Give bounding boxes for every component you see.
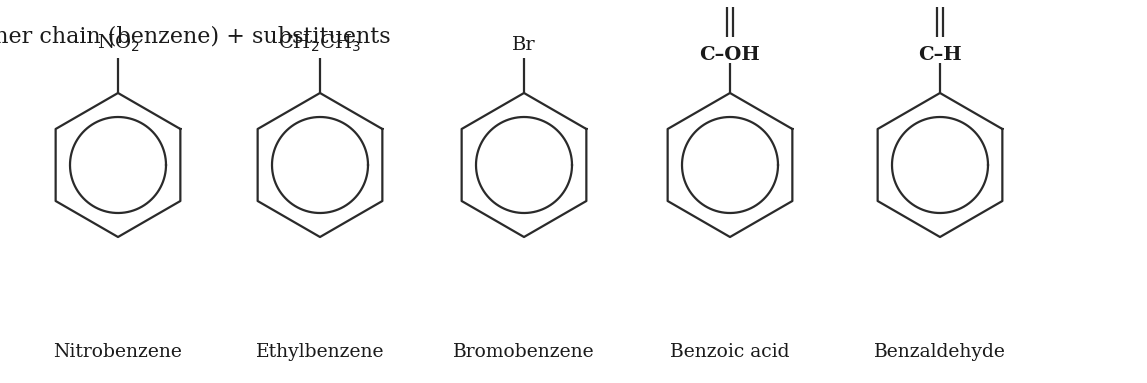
Text: Benzaldehyde: Benzaldehyde (874, 343, 1006, 361)
Text: C–H: C–H (919, 46, 962, 64)
Text: C–OH: C–OH (700, 46, 760, 64)
Text: Br: Br (513, 36, 536, 54)
Text: Mother chain (benzene) + substituents: Mother chain (benzene) + substituents (0, 25, 391, 47)
Text: Nitrobenzene: Nitrobenzene (54, 343, 182, 361)
Text: Benzoic acid: Benzoic acid (670, 343, 790, 361)
Text: O: O (931, 0, 949, 3)
Text: O: O (721, 0, 739, 3)
Text: Ethylbenzene: Ethylbenzene (256, 343, 384, 361)
Text: NO$_2$: NO$_2$ (96, 33, 139, 54)
Text: Bromobenzene: Bromobenzene (453, 343, 595, 361)
Text: CH$_2$CH$_3$: CH$_2$CH$_3$ (279, 33, 361, 54)
